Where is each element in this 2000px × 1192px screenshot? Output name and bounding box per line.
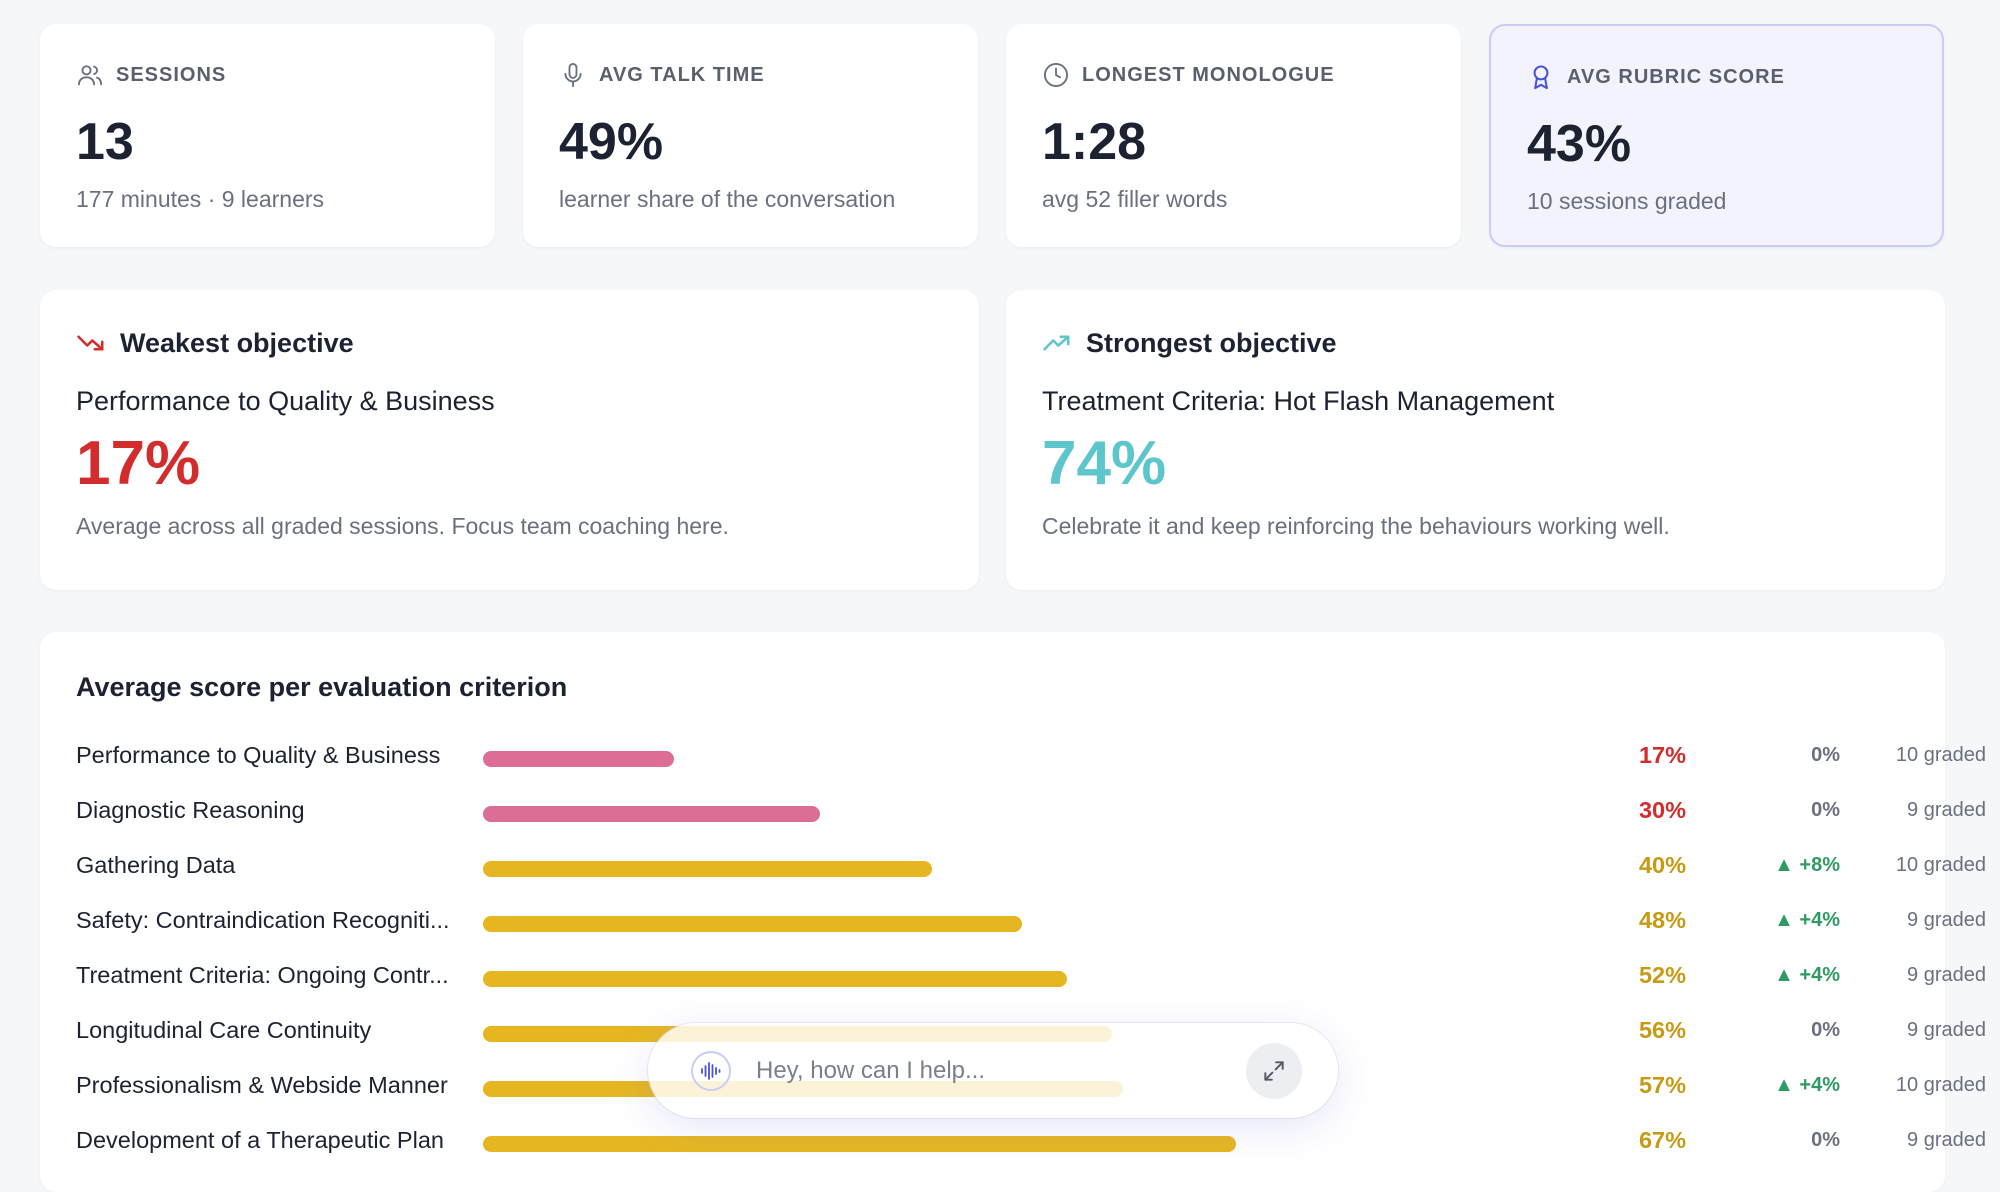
criterion-graded: 9 graded bbox=[1907, 1019, 1986, 1041]
criterion-bar bbox=[483, 861, 932, 877]
trending-down-icon bbox=[77, 335, 104, 351]
avg-talk-time-card: AVG TALK TIME 49% learner share of the c… bbox=[523, 24, 978, 247]
criterion-bar-track bbox=[483, 806, 1543, 822]
criterion-delta: ▲ +4% bbox=[1774, 964, 1840, 986]
criterion-bar-track bbox=[483, 1136, 1543, 1152]
criterion-graded: 9 graded bbox=[1907, 964, 1986, 986]
objective-name: Performance to Quality & Business bbox=[76, 386, 495, 416]
criterion-delta: 0% bbox=[1811, 1019, 1840, 1041]
trending-up-icon bbox=[1043, 335, 1070, 351]
objective-description: Celebrate it and keep reinforcing the be… bbox=[1042, 513, 1670, 539]
stat-label: AVG RUBRIC SCORE bbox=[1567, 65, 1785, 88]
criterion-row: Performance to Quality & Business 17% 0% 10… bbox=[76, 732, 1986, 787]
microphone-icon bbox=[564, 62, 582, 88]
objective-name: Treatment Criteria: Hot Flash Management bbox=[1042, 386, 1555, 416]
criterion-graded: 10 graded bbox=[1895, 744, 1986, 766]
criterion-row: Diagnostic Reasoning 30% 0% 9 graded bbox=[76, 787, 1986, 842]
criterion-bar bbox=[483, 971, 1067, 987]
criterion-bar-track bbox=[483, 916, 1543, 932]
weakest-objective-card: Weakest objective Performance to Quality… bbox=[40, 290, 979, 590]
criterion-bar bbox=[483, 916, 1022, 932]
criterion-row: Treatment Criteria: Ongoing Contr... 52% ▲… bbox=[76, 952, 1986, 1007]
voice-wave-icon[interactable] bbox=[690, 1050, 732, 1092]
criterion-bar-track bbox=[483, 971, 1543, 987]
expand-icon bbox=[1264, 1060, 1284, 1081]
avg-rubric-score-card: AVG RUBRIC SCORE 43% 10 sessions graded bbox=[1489, 24, 1944, 247]
stat-subtext: learner share of the conversation bbox=[559, 186, 896, 212]
stat-label: SESSIONS bbox=[116, 63, 227, 86]
criterion-label: Development of a Therapeutic Plan bbox=[76, 1127, 444, 1153]
criterion-label: Gathering Data bbox=[76, 852, 236, 878]
stat-subtext: avg 52 filler words bbox=[1042, 186, 1228, 212]
assistant-bar bbox=[648, 1023, 1338, 1118]
expand-button[interactable] bbox=[1246, 1042, 1302, 1099]
criterion-label: Professionalism & Webside Manner bbox=[76, 1072, 448, 1098]
criterion-label: Treatment Criteria: Ongoing Contr... bbox=[76, 962, 449, 988]
stat-value: 49% bbox=[559, 113, 664, 171]
criterion-label: Performance to Quality & Business bbox=[76, 742, 441, 768]
criterion-delta: ▲ +8% bbox=[1774, 854, 1840, 876]
users-icon bbox=[77, 65, 103, 86]
criterion-graded: 9 graded bbox=[1907, 799, 1986, 821]
longest-monologue-card: LONGEST MONOLOGUE 1:28 avg 52 filler wor… bbox=[1006, 24, 1461, 247]
criterion-bar bbox=[483, 1136, 1236, 1152]
stat-value: 1:28 bbox=[1042, 113, 1147, 171]
stat-value: 13 bbox=[76, 113, 134, 171]
assistant-input[interactable] bbox=[754, 1055, 1246, 1086]
objective-title: Strongest objective bbox=[1086, 327, 1337, 358]
criterion-label: Safety: Contraindication Recogniti... bbox=[76, 907, 450, 933]
criterion-graded: 10 graded bbox=[1895, 1074, 1986, 1096]
criteria-title: Average score per evaluation criterion bbox=[76, 672, 568, 702]
criterion-percent: 52% bbox=[1638, 962, 1686, 988]
objective-value: 74% bbox=[1042, 429, 1167, 498]
criterion-row: Gathering Data 40% ▲ +8% 10 graded bbox=[76, 842, 1986, 897]
criterion-bar-track bbox=[483, 751, 1543, 767]
criterion-label: Diagnostic Reasoning bbox=[76, 797, 305, 823]
criterion-bar bbox=[483, 806, 820, 822]
objective-description: Average across all graded sessions. Focu… bbox=[76, 513, 729, 539]
criterion-label: Longitudinal Care Continuity bbox=[76, 1017, 372, 1043]
criterion-delta: ▲ +4% bbox=[1774, 1074, 1840, 1096]
criterion-graded: 10 graded bbox=[1895, 854, 1986, 876]
criterion-percent: 30% bbox=[1638, 797, 1686, 823]
criterion-percent: 48% bbox=[1638, 907, 1686, 933]
criterion-graded: 9 graded bbox=[1907, 909, 1986, 931]
strongest-objective-card: Strongest objective Treatment Criteria: … bbox=[1006, 290, 1945, 590]
stat-label: AVG TALK TIME bbox=[599, 63, 765, 86]
objective-title: Weakest objective bbox=[120, 327, 354, 358]
clock-icon bbox=[1043, 62, 1069, 88]
criterion-delta: ▲ +4% bbox=[1774, 909, 1840, 931]
criterion-row: Safety: Contraindication Recogniti... 48%… bbox=[76, 897, 1986, 952]
stat-label: LONGEST MONOLOGUE bbox=[1082, 63, 1335, 86]
criterion-delta: 0% bbox=[1811, 799, 1840, 821]
stat-value: 43% bbox=[1527, 115, 1632, 173]
sessions-card: SESSIONS 13 177 minutes · 9 learners bbox=[40, 24, 495, 247]
criterion-bar bbox=[483, 751, 674, 767]
criterion-graded: 9 graded bbox=[1907, 1129, 1986, 1151]
criterion-percent: 40% bbox=[1638, 852, 1686, 878]
criterion-percent: 67% bbox=[1638, 1127, 1686, 1153]
criterion-delta: 0% bbox=[1811, 744, 1840, 766]
criterion-bar-track bbox=[483, 861, 1543, 877]
objective-value: 17% bbox=[76, 429, 201, 498]
criterion-percent: 56% bbox=[1638, 1017, 1686, 1043]
criterion-percent: 57% bbox=[1638, 1072, 1686, 1098]
criterion-delta: 0% bbox=[1811, 1129, 1840, 1151]
stat-subtext: 177 minutes · 9 learners bbox=[76, 186, 325, 212]
criterion-percent: 17% bbox=[1638, 742, 1686, 768]
stat-subtext: 10 sessions graded bbox=[1527, 188, 1727, 214]
criterion-row: Development of a Therapeutic Plan 67% 0% 9 … bbox=[76, 1117, 1986, 1172]
award-icon bbox=[1533, 65, 1549, 90]
